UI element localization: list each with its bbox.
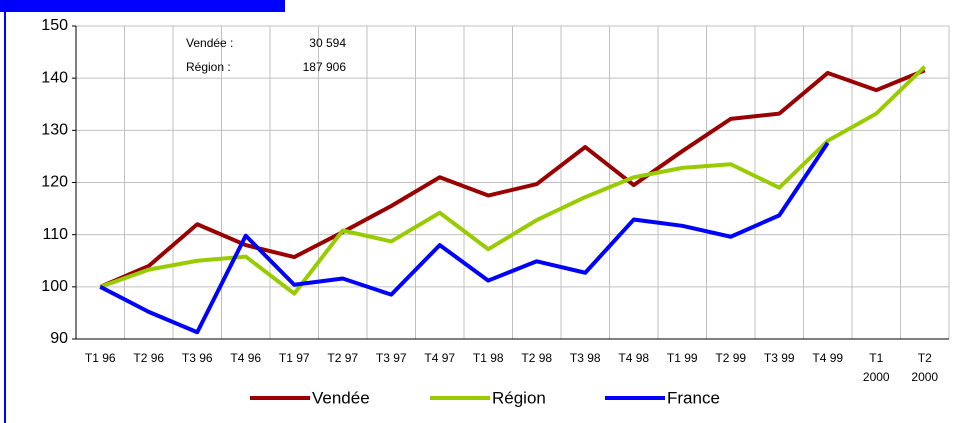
x-tick-label: T4 99 bbox=[812, 351, 844, 365]
y-tick-label: 130 bbox=[41, 122, 68, 139]
x-tick-label: T3 96 bbox=[181, 351, 213, 365]
y-tick-label: 140 bbox=[41, 69, 68, 86]
x-tick-label: T2 98 bbox=[521, 351, 553, 365]
annotation-label: Région : bbox=[186, 60, 231, 74]
annotation-label: Vendée : bbox=[186, 36, 233, 50]
x-tick-label: T1 97 bbox=[278, 351, 310, 365]
y-tick-label: 150 bbox=[41, 17, 68, 34]
x-tick-label: T2 2000 bbox=[911, 351, 939, 384]
series-line bbox=[99, 141, 830, 335]
y-tick-label: 110 bbox=[42, 226, 68, 243]
x-tick-label: T1 98 bbox=[472, 351, 504, 365]
x-tick-label: T3 99 bbox=[763, 351, 795, 365]
series-line bbox=[99, 68, 926, 289]
y-tick-label: 120 bbox=[41, 174, 68, 191]
x-tick-label: T4 97 bbox=[424, 351, 456, 365]
y-tick-label: 90 bbox=[50, 330, 68, 347]
x-tick-label: T2 99 bbox=[715, 351, 747, 365]
annotation-value: 187 906 bbox=[303, 60, 347, 74]
legend-label: Région bbox=[492, 388, 546, 407]
x-tick-label: T4 98 bbox=[618, 351, 650, 365]
x-tick-label: T2 96 bbox=[133, 351, 165, 365]
annotation-value: 30 594 bbox=[309, 36, 346, 50]
x-tick-label: T3 97 bbox=[375, 351, 407, 365]
x-tick-label: T1 96 bbox=[84, 351, 116, 365]
x-tick-label: T1 99 bbox=[666, 351, 698, 365]
x-tick-label: T1 2000 bbox=[862, 351, 890, 384]
x-tick-label: T4 96 bbox=[230, 351, 262, 365]
x-tick-label: T2 97 bbox=[327, 351, 359, 365]
x-tick-label: T3 98 bbox=[569, 351, 601, 365]
legend-label: France bbox=[667, 388, 720, 407]
legend-label: Vendée bbox=[312, 388, 370, 407]
header-bar bbox=[0, 0, 285, 12]
series-line bbox=[99, 65, 927, 296]
y-tick-label: 100 bbox=[41, 278, 68, 295]
